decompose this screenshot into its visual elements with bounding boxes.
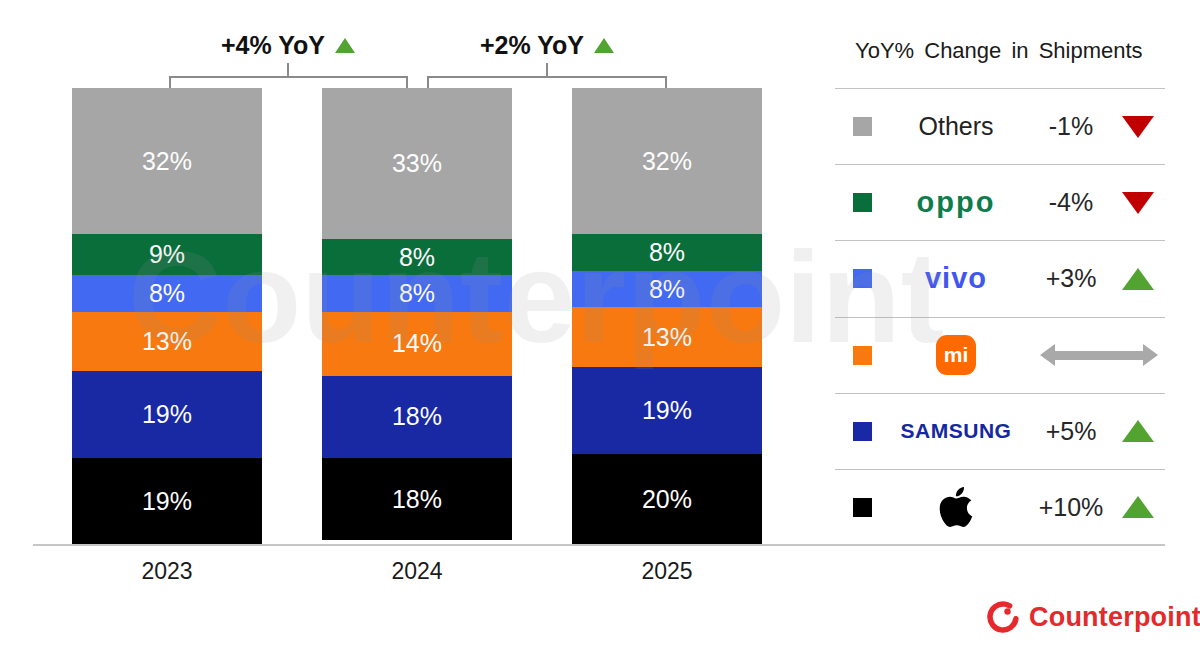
x-axis-label-2024: 2024: [322, 558, 512, 585]
x-axis-label-2025: 2025: [572, 558, 762, 585]
segment-others-2024: 33%: [322, 88, 512, 239]
up-triangle-icon: [1110, 420, 1165, 442]
legend-row-others: Others -1%: [835, 88, 1165, 164]
x-axis-line: [33, 544, 1165, 546]
legend: Others -1% OPPO -4% vivo +3% mi SAMSUNG +5% +10%: [835, 88, 1165, 545]
segment-vivo-2024: 8%: [322, 275, 512, 312]
legend-row-apple: +10%: [835, 469, 1165, 545]
segment-vivo-2025: 8%: [572, 271, 762, 308]
segment-value-label: 32%: [642, 147, 692, 176]
legend-brand-cell: mi: [880, 335, 1032, 375]
legend-brand-cell: vivo: [880, 262, 1032, 295]
segment-value-label: 8%: [649, 238, 685, 267]
stacked-bar-2023: 32% 9% 8% 13% 19% 19%: [72, 88, 262, 545]
growth-annotation-2023-2024: +4% YoY: [138, 28, 438, 62]
segment-oppo-2024: 8%: [322, 239, 512, 276]
legend-row-vivo: vivo +3%: [835, 240, 1165, 316]
segment-value-label: 18%: [392, 485, 442, 514]
down-triangle-icon: [1110, 116, 1165, 138]
bracket-2023-2024: [169, 76, 408, 88]
growth-annotation-label: +4% YoY: [221, 31, 325, 60]
stacked-bar-2024: 33% 8% 8% 14% 18% 18%: [322, 88, 512, 545]
segment-value-label: 13%: [142, 327, 192, 356]
segment-value-label: 13%: [642, 323, 692, 352]
segment-value-label: 19%: [142, 487, 192, 516]
segment-value-label: 8%: [399, 279, 435, 308]
legend-change-value: +5%: [1032, 417, 1110, 446]
apple-logo-icon: [936, 484, 976, 530]
segment-value-label: 8%: [649, 275, 685, 304]
legend-swatch-oppo: [853, 193, 872, 212]
oppo-logo: OPPO: [917, 186, 996, 219]
legend-brand-cell: OPPO: [880, 186, 1032, 219]
bracket-2024-2025: [427, 76, 667, 88]
x-axis-label-2023: 2023: [72, 558, 262, 585]
segment-samsung-2024: 18%: [322, 376, 512, 458]
segment-oppo-2025: 8%: [572, 234, 762, 271]
xiaomi-mi-logo: mi: [936, 335, 976, 375]
growth-annotation-2024-2025: +2% YoY: [397, 28, 697, 62]
growth-annotation-label: +2% YoY: [480, 31, 584, 60]
legend-change-value: -1%: [1032, 112, 1110, 141]
segment-apple-2025: 20%: [572, 454, 762, 545]
legend-row-xiaomi: mi: [835, 317, 1165, 393]
segment-value-label: 33%: [392, 149, 442, 178]
legend-change-value: +3%: [1032, 264, 1110, 293]
down-triangle-icon: [1110, 192, 1165, 214]
legend-title: YoY% Change in Shipments: [855, 38, 1167, 64]
samsung-logo: SAMSUNG: [901, 419, 1012, 443]
up-triangle-icon: [335, 38, 355, 53]
segment-others-2023: 32%: [72, 88, 262, 234]
segment-value-label: 14%: [392, 329, 442, 358]
flat-trend-arrow-icon: [1055, 351, 1143, 360]
legend-swatch-others: [853, 117, 872, 136]
segment-value-label: 8%: [149, 279, 185, 308]
up-triangle-icon: [594, 38, 614, 53]
up-triangle-icon: [1110, 496, 1165, 518]
segment-value-label: 19%: [642, 396, 692, 425]
segment-value-label: 20%: [642, 485, 692, 514]
segment-others-2025: 32%: [572, 88, 762, 234]
counterpoint-logo-mark: [985, 599, 1021, 635]
legend-row-oppo: OPPO -4%: [835, 164, 1165, 240]
segment-samsung-2025: 19%: [572, 367, 762, 454]
segment-xiaomi-2025: 13%: [572, 307, 762, 366]
segment-oppo-2023: 9%: [72, 234, 262, 275]
legend-swatch-apple: [853, 498, 872, 517]
segment-apple-2024: 18%: [322, 458, 512, 540]
vivo-logo: vivo: [925, 262, 987, 295]
segment-apple-2023: 19%: [72, 458, 262, 545]
segment-value-label: 8%: [399, 243, 435, 272]
legend-brand-cell: SAMSUNG: [880, 419, 1032, 443]
legend-brand-cell: Others: [880, 112, 1032, 141]
stacked-bar-2025: 32% 8% 8% 13% 19% 20%: [572, 88, 762, 545]
segment-xiaomi-2023: 13%: [72, 312, 262, 371]
legend-swatch-samsung: [853, 422, 872, 441]
counterpoint-logo-text: Counterpoint: [1029, 602, 1200, 633]
legend-row-samsung: SAMSUNG +5%: [835, 393, 1165, 469]
legend-brand-cell: [880, 484, 1032, 530]
segment-value-label: 19%: [142, 400, 192, 429]
legend-swatch-xiaomi: [853, 346, 872, 365]
segment-value-label: 9%: [149, 240, 185, 269]
segment-value-label: 32%: [142, 147, 192, 176]
legend-swatch-vivo: [853, 269, 872, 288]
legend-brand-label: Others: [918, 112, 993, 141]
legend-change-value: -4%: [1032, 188, 1110, 217]
bracket-stem: [287, 63, 289, 77]
segment-samsung-2023: 19%: [72, 371, 262, 458]
counterpoint-logo: Counterpoint: [985, 597, 1200, 637]
legend-change-value: +10%: [1032, 493, 1110, 522]
segment-value-label: 18%: [392, 402, 442, 431]
segment-vivo-2023: 8%: [72, 275, 262, 312]
shipments-infographic: Counterpoint +4% YoY +2% YoY 32% 9% 8% 13% 1…: [0, 0, 1200, 663]
segment-xiaomi-2024: 14%: [322, 312, 512, 376]
bracket-stem: [546, 63, 548, 77]
up-triangle-icon: [1110, 268, 1165, 290]
